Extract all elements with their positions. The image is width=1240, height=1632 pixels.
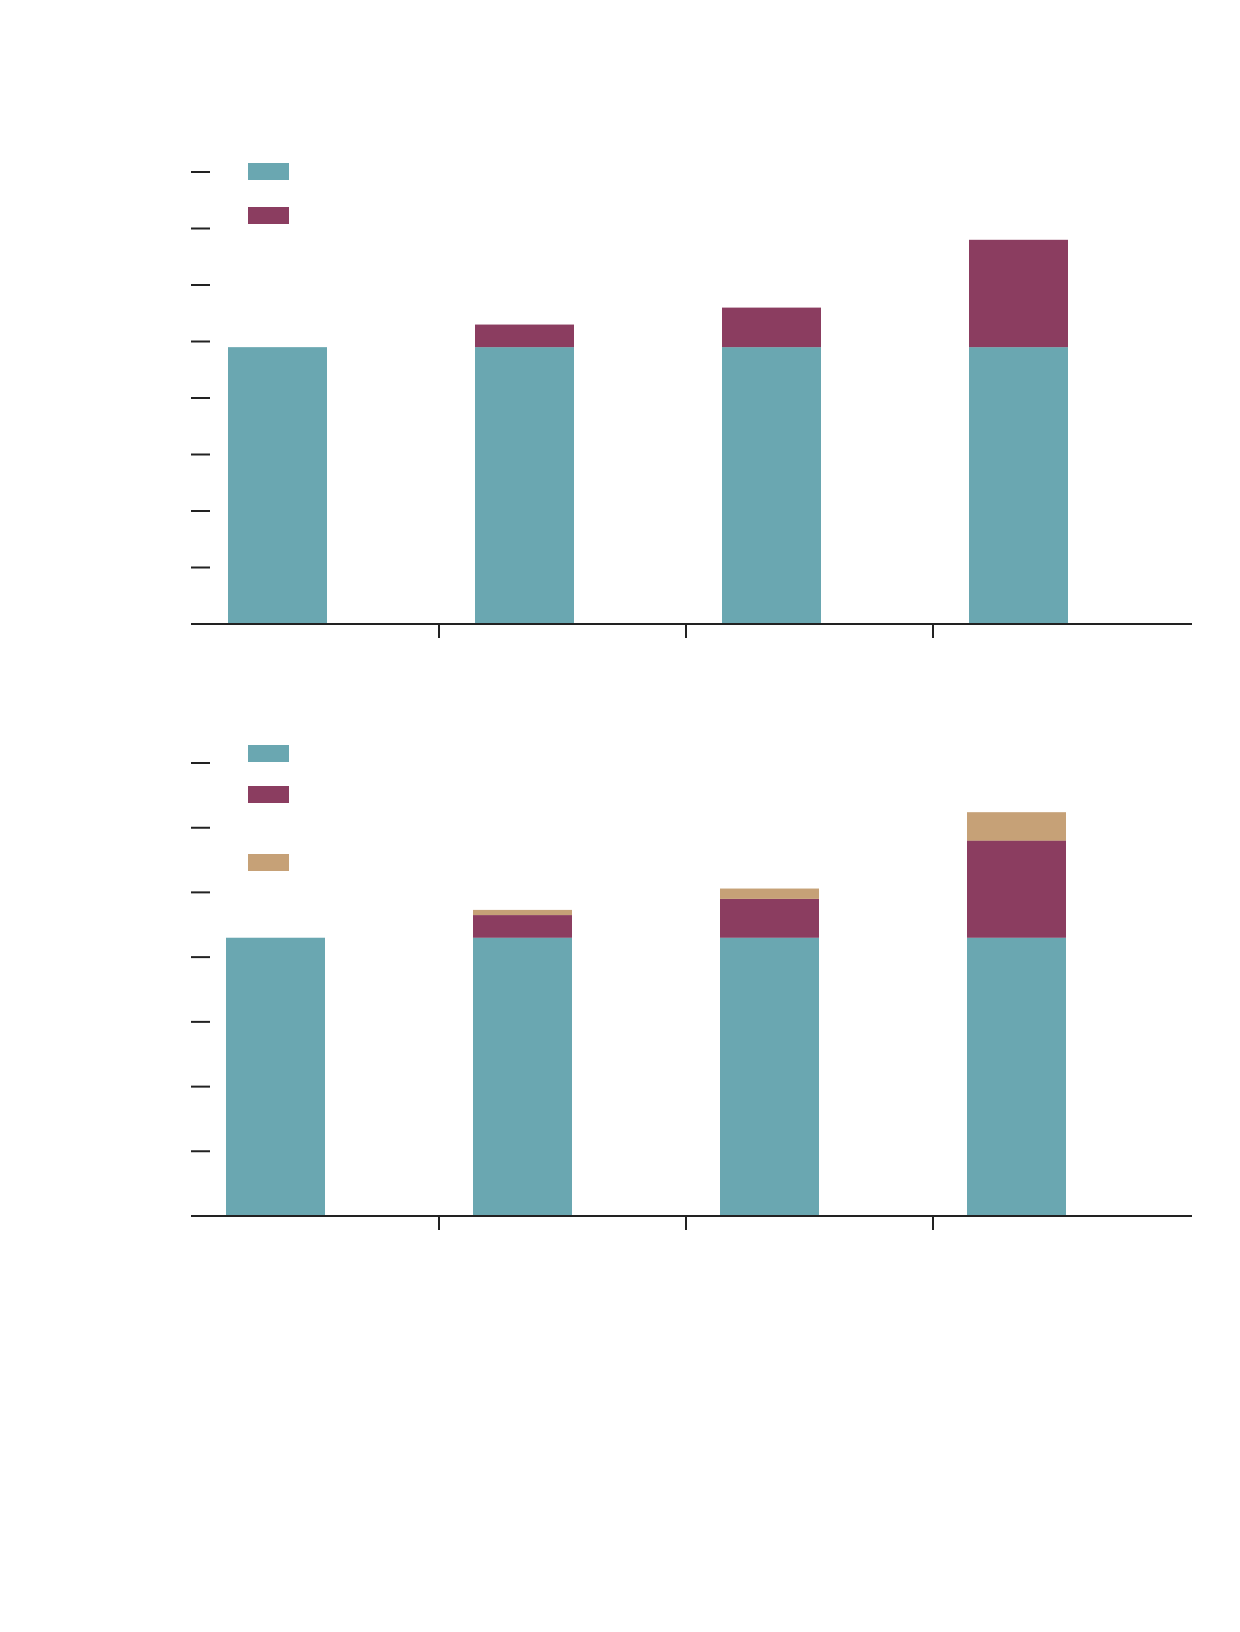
bar-segment-series-1-cat-2 bbox=[722, 307, 821, 348]
bar-segment-series-1-cat-1 bbox=[473, 915, 572, 938]
bar-segment-series-1-cat-3 bbox=[967, 840, 1066, 938]
legend-swatch-series-1 bbox=[248, 786, 289, 803]
bar-segment-series-1-cat-2 bbox=[720, 898, 819, 938]
bar-segment-series-1-cat-1 bbox=[475, 324, 574, 348]
legend-swatch-series-1 bbox=[248, 207, 289, 224]
legend-swatch-series-2 bbox=[248, 854, 289, 871]
top-stacked-bar-chart bbox=[191, 163, 1192, 638]
bar-segment-series-0-cat-3 bbox=[967, 937, 1066, 1216]
bar-segment-series-2-cat-1 bbox=[473, 909, 572, 916]
bar-segment-series-0-cat-1 bbox=[473, 937, 572, 1216]
bar-segment-series-0-cat-2 bbox=[722, 347, 821, 624]
legend-swatch-series-0 bbox=[248, 163, 289, 180]
bar-segment-series-0-cat-3 bbox=[969, 347, 1068, 624]
bar-segment-series-0-cat-0 bbox=[228, 347, 327, 624]
bar-segment-series-0-cat-1 bbox=[475, 347, 574, 624]
bar-segment-series-0-cat-2 bbox=[720, 937, 819, 1216]
bar-segment-series-0-cat-0 bbox=[226, 937, 325, 1216]
bar-segment-series-2-cat-3 bbox=[967, 812, 1066, 841]
bar-segment-series-2-cat-2 bbox=[720, 888, 819, 899]
bar-segment-series-1-cat-3 bbox=[969, 239, 1068, 348]
legend-swatch-series-0 bbox=[248, 745, 289, 762]
bottom-stacked-bar-chart bbox=[191, 745, 1192, 1230]
